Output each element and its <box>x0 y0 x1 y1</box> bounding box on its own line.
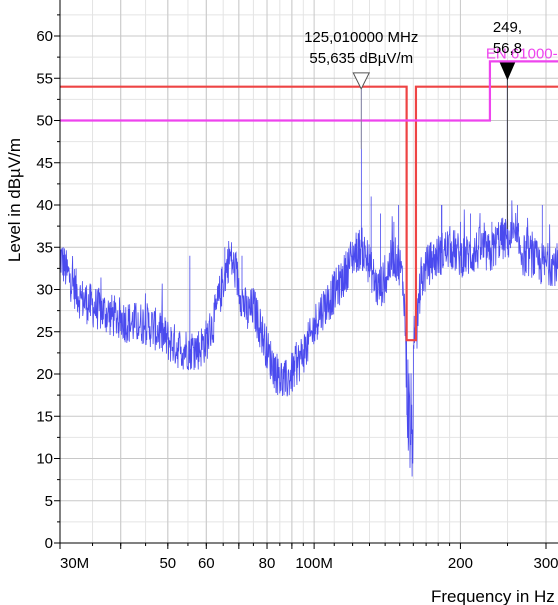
x-tick-label: 80 <box>259 555 276 572</box>
limit-line-label: EN 61000- <box>486 45 558 62</box>
y-tick-label: 15 <box>36 408 53 425</box>
y-tick-label: 5 <box>45 493 53 510</box>
markers: 125,010000 MHz 55,635 dBµV/m 249, 56,8 <box>304 19 522 230</box>
minor-grid <box>60 0 558 543</box>
limit-labels: EN 61000- <box>486 45 558 62</box>
limit-line-2 <box>60 60 558 122</box>
marker-level-label: 56,8 <box>493 40 522 57</box>
x-tick-label: 30M <box>60 555 89 572</box>
axes <box>54 0 558 549</box>
x-axis-label: Frequency in Hz <box>431 587 555 605</box>
marker-level-label: 55,635 dBµV/m <box>309 50 413 67</box>
y-tick-label: 25 <box>36 324 53 341</box>
x-tick-label: 200 <box>448 555 473 572</box>
measured-trace <box>60 63 558 477</box>
y-tick-labels: 0 5 10 15 20 25 30 35 40 45 50 55 60 <box>36 28 53 552</box>
x-tick-label: 60 <box>198 555 215 572</box>
y-tick-label: 0 <box>45 535 53 552</box>
marker-frequency-label: 249, <box>493 19 522 36</box>
y-tick-label: 55 <box>36 70 53 87</box>
major-grid <box>59 0 558 544</box>
plot-area: EN 61000- 125,010000 MHz 55,635 dBµV/m 249… <box>60 19 558 477</box>
y-tick-label: 40 <box>36 197 53 214</box>
marker-triangle-open <box>352 72 371 91</box>
y-tick-label: 50 <box>36 113 53 130</box>
x-tick-label: 300 <box>533 555 558 572</box>
marker-frequency-label: 125,010000 MHz <box>304 29 418 46</box>
x-tick-labels: 30M 50 60 80 100M 200 300 <box>60 555 558 572</box>
limit-line-1 <box>60 85 558 342</box>
y-axis-label: Level in dBµV/m <box>5 138 24 262</box>
y-tick-label: 20 <box>36 366 53 383</box>
limit-lines <box>60 60 558 342</box>
y-tick-label: 45 <box>36 155 53 172</box>
marker-triangle-filled <box>499 62 516 81</box>
y-tick-label: 60 <box>36 28 53 45</box>
x-tick-label: 100M <box>295 555 333 572</box>
y-tick-label: 30 <box>36 282 53 299</box>
y-tick-label: 35 <box>36 239 53 256</box>
series-layer <box>60 63 558 477</box>
y-tick-label: 10 <box>36 451 53 468</box>
x-tick-label: 50 <box>159 555 176 572</box>
